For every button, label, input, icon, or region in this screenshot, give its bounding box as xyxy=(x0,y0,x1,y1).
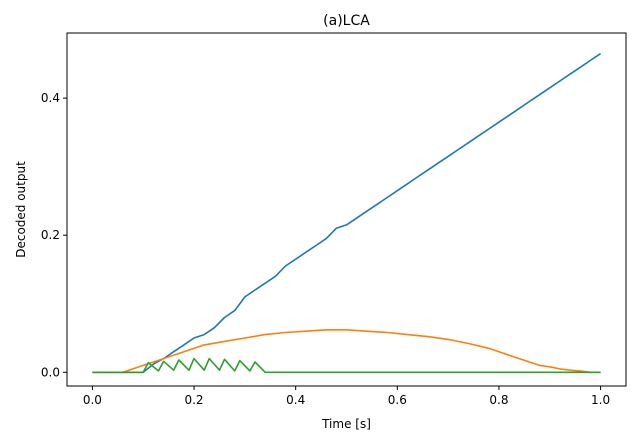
y-axis-label: Decoded output xyxy=(14,161,28,258)
chart-title: (a)LCA xyxy=(323,13,370,29)
x-tick-label: 1.0 xyxy=(591,393,610,407)
series-line-3 xyxy=(92,357,601,374)
axes-frame xyxy=(66,32,627,387)
x-tick-label: 0.6 xyxy=(388,393,407,407)
x-tick-label: 0.8 xyxy=(489,393,508,407)
series-layer xyxy=(92,52,602,374)
y-axis-ticks: 0.0 0.2 0.4 xyxy=(41,91,67,379)
series-line-1 xyxy=(92,52,602,374)
x-axis-ticks: 0.0 0.2 0.4 0.6 0.8 1.0 xyxy=(83,386,610,407)
series-line-2 xyxy=(92,328,601,374)
y-tick-label: 0.2 xyxy=(41,228,60,242)
x-tick-label: 0.2 xyxy=(184,393,203,407)
x-tick-label: 0.0 xyxy=(83,393,102,407)
y-tick-label: 0.0 xyxy=(41,365,60,379)
x-tick-label: 0.4 xyxy=(286,393,305,407)
y-tick-label: 0.4 xyxy=(41,91,60,105)
x-axis-label: Time [s] xyxy=(321,417,371,431)
